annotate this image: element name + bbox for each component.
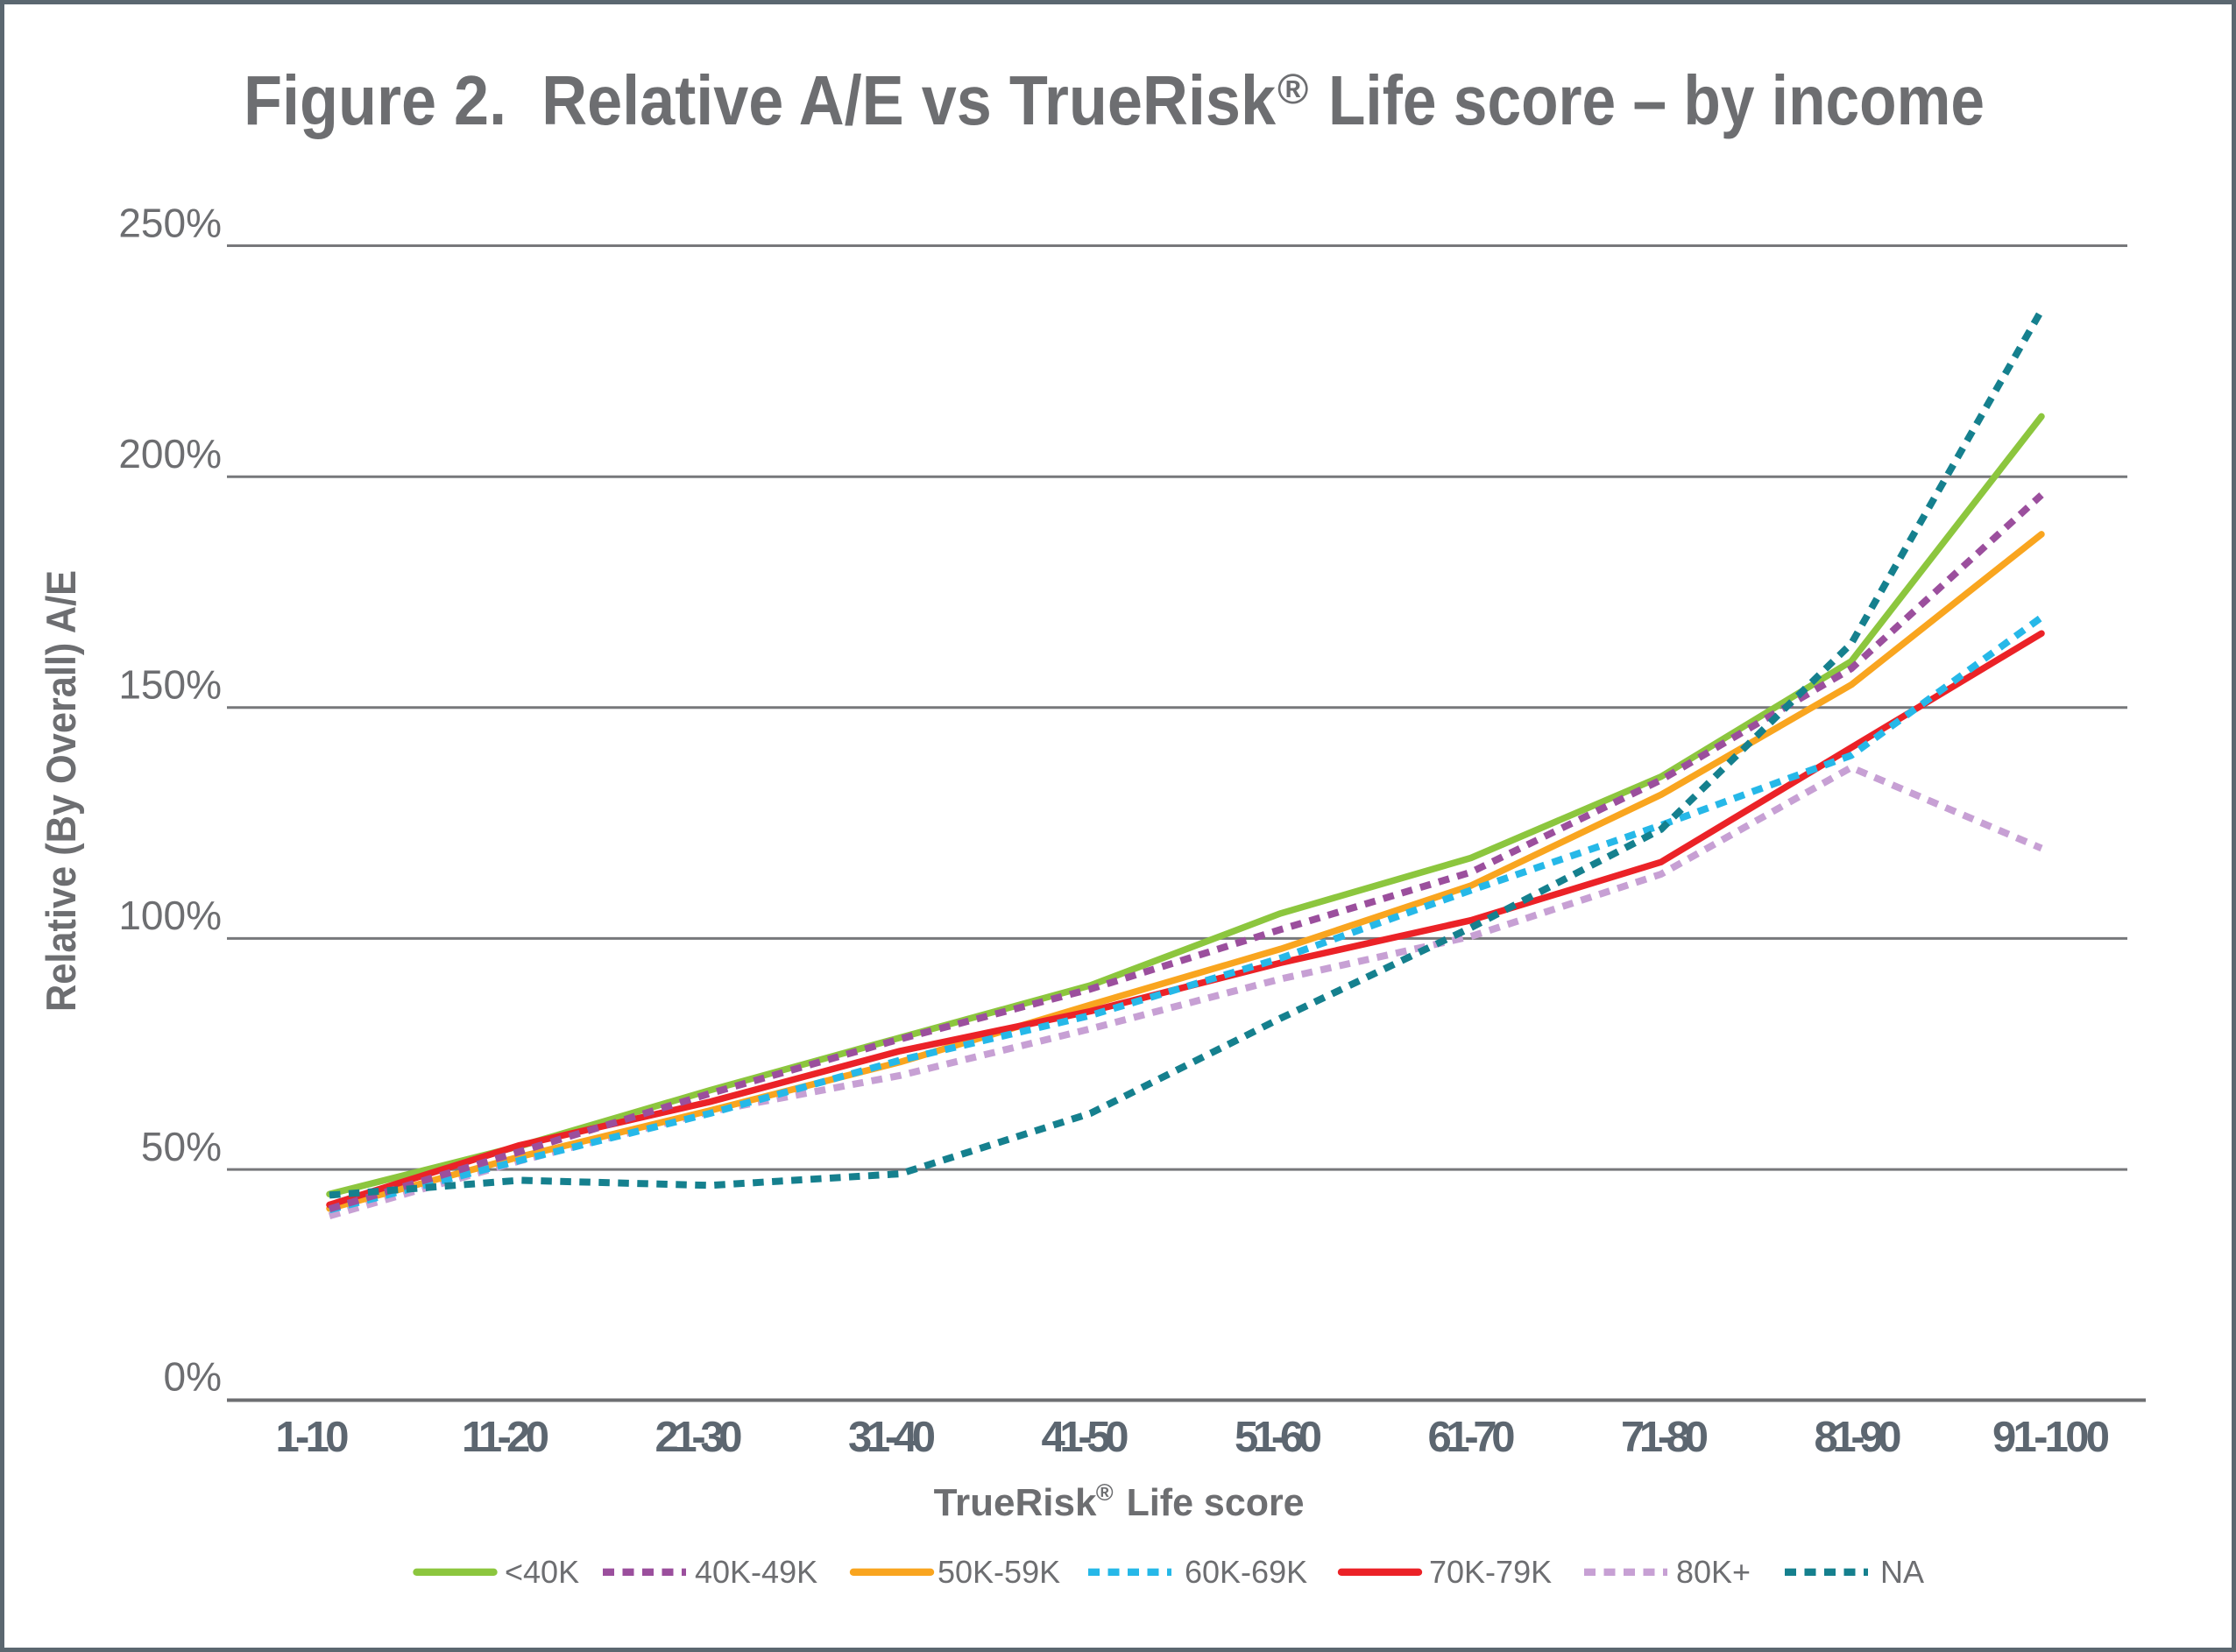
svg-text:80K+: 80K+ — [1676, 1554, 1751, 1590]
svg-text:50%: 50% — [141, 1124, 222, 1169]
svg-text:Life score – by income: Life score – by income — [1328, 61, 1985, 139]
svg-text:Life score: Life score — [1127, 1481, 1305, 1524]
svg-text:50K-59K: 50K-59K — [938, 1554, 1060, 1590]
svg-text:51-60: 51-60 — [1235, 1414, 1322, 1461]
svg-text:100%: 100% — [118, 893, 222, 938]
svg-text:21-30: 21-30 — [655, 1414, 743, 1461]
svg-text:Figure 2. Relative A/E vs Tru: Figure 2. Relative A/E vs TrueRisk — [244, 61, 1276, 139]
svg-text:®: ® — [1096, 1479, 1114, 1506]
svg-text:40K-49K: 40K-49K — [695, 1554, 817, 1590]
svg-text:1-10: 1-10 — [276, 1414, 350, 1461]
svg-text:200%: 200% — [118, 431, 222, 477]
svg-text:61-70: 61-70 — [1428, 1414, 1516, 1461]
svg-text:0%: 0% — [164, 1354, 222, 1400]
svg-text:Relative (By Overall) A/E: Relative (By Overall) A/E — [38, 570, 84, 1012]
svg-text:31-40: 31-40 — [848, 1414, 936, 1461]
svg-text:<40K: <40K — [505, 1554, 579, 1590]
svg-text:TrueRisk: TrueRisk — [934, 1481, 1097, 1524]
svg-text:71-80: 71-80 — [1621, 1414, 1709, 1461]
svg-text:11-20: 11-20 — [462, 1414, 549, 1461]
svg-text:250%: 250% — [118, 201, 222, 246]
svg-text:91-100: 91-100 — [1992, 1414, 2110, 1461]
svg-text:41-50: 41-50 — [1042, 1414, 1129, 1461]
svg-text:60K-69K: 60K-69K — [1185, 1554, 1307, 1590]
svg-text:®: ® — [1277, 67, 1308, 113]
svg-text:70K-79K: 70K-79K — [1429, 1554, 1552, 1590]
svg-text:150%: 150% — [118, 662, 222, 708]
svg-text:NA: NA — [1880, 1554, 1924, 1590]
svg-text:81-90: 81-90 — [1815, 1414, 1902, 1461]
